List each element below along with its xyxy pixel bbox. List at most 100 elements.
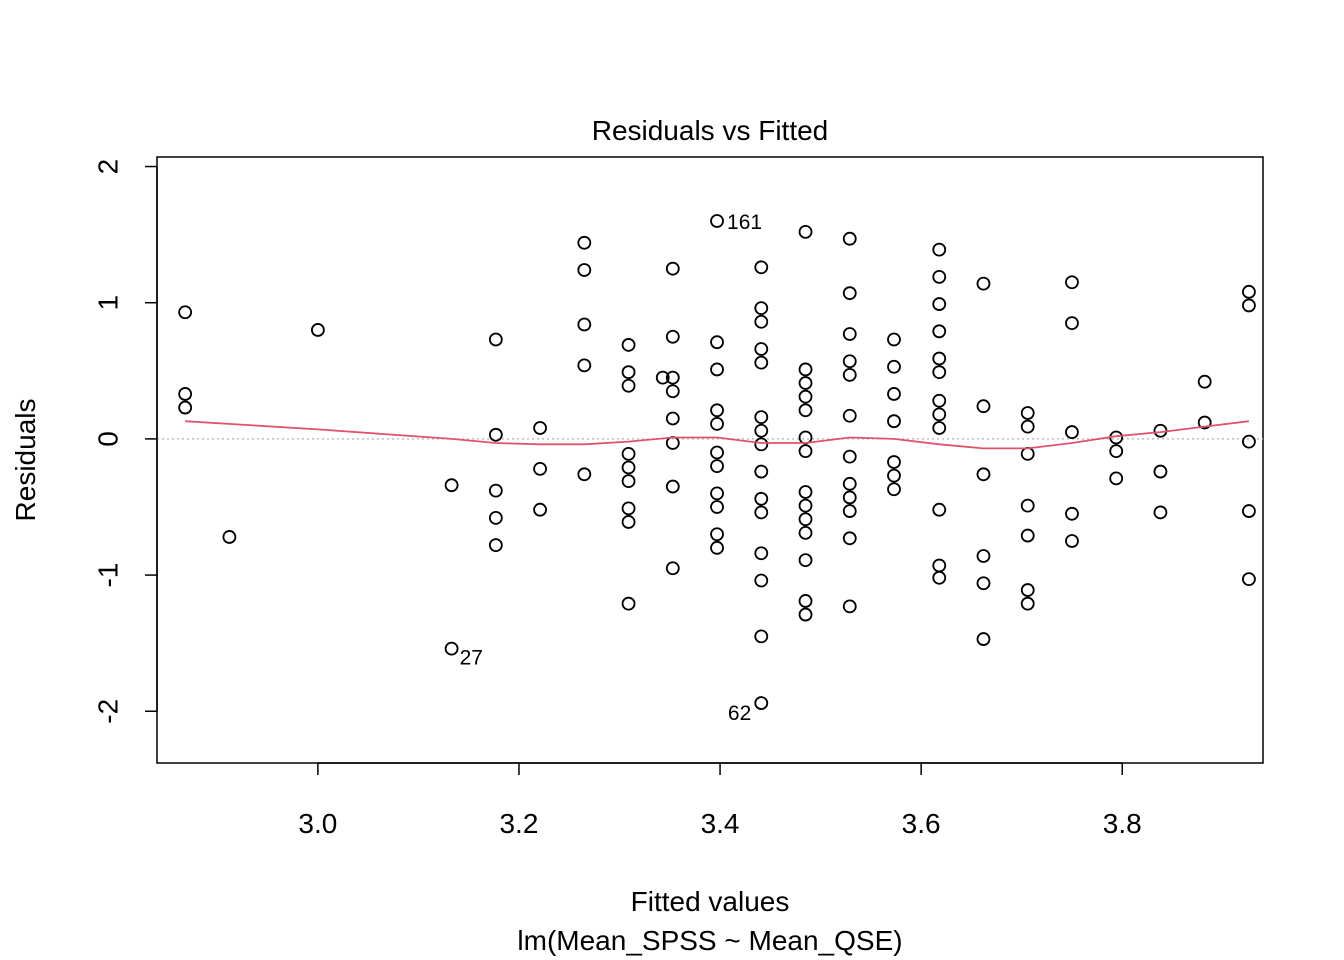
point-label: 27 [460,647,483,670]
data-point [577,317,592,332]
data-point [842,449,857,464]
data-point [754,573,769,588]
y-tick-label: -1 [93,563,124,588]
data-point [1065,534,1079,548]
data-point [842,531,857,546]
data-point [178,400,193,415]
data-point [932,421,947,435]
data-point [754,423,769,438]
data-point [754,355,769,370]
data-point [798,389,813,404]
data-point [1065,316,1079,331]
data-point [1020,498,1035,513]
data-point [1153,464,1168,479]
data-point [798,553,813,567]
data-point [1197,415,1212,430]
data-point [1020,406,1035,420]
data-point [754,629,769,644]
data-point [798,594,813,608]
data-point [665,479,680,494]
data-point [754,314,769,329]
data-point [621,515,636,529]
data-point [932,570,947,585]
data-point [842,354,857,369]
data-point [842,367,857,382]
data-point [754,301,769,316]
data-point [1065,425,1079,439]
data-point [798,224,813,239]
data-point [533,421,547,435]
plot-frame [156,156,1264,764]
data-point [710,362,724,377]
data-point [710,540,724,555]
data-point [1242,572,1256,587]
data-point [444,641,459,656]
data-point [887,455,901,469]
data-point [798,362,813,377]
data-point [754,491,769,506]
data-point [1109,471,1124,486]
y-tick-label: 2 [93,159,124,175]
data-point [887,387,901,401]
data-point [887,332,901,347]
data-point [1153,505,1168,520]
data-point [577,358,592,373]
data-point [710,445,724,460]
data-point [842,599,857,614]
data-point [932,269,947,284]
data-point [798,444,813,459]
data-point [710,459,724,474]
data-point [887,468,901,483]
data-point [754,696,769,710]
model-formula-subtitle: lm(Mean_SPSS ~ Mean_QSE) [517,925,902,956]
data-point [655,370,670,385]
data-point [621,378,636,393]
data-point [798,485,813,499]
data-point [444,478,459,493]
data-point [842,408,857,423]
data-point [798,525,813,540]
data-point [754,505,769,520]
data-point [932,351,947,366]
x-tick-label: 3.2 [499,808,538,839]
data-point [754,342,769,356]
data-point [1020,528,1035,543]
data-point [178,305,193,320]
data-point [932,502,947,517]
data-point [621,474,636,489]
data-point [665,411,680,426]
data-point [754,410,769,425]
data-point [665,261,680,276]
data-point [1065,275,1079,290]
data-point [488,538,503,553]
data-point [710,403,724,418]
data-point [798,376,813,390]
smooth-trend-line [185,420,1250,450]
data-point [621,596,636,611]
data-point [1242,434,1256,449]
point-labels: 161 27 62 [460,211,762,725]
data-point [621,501,636,516]
data-point [798,512,813,527]
data-point [665,384,680,399]
data-point [1242,298,1256,313]
data-point [842,504,857,518]
data-point [577,467,592,482]
data-point [976,467,991,482]
data-point [710,500,724,514]
data-point [621,460,636,475]
data-point [932,407,947,422]
data-points [178,214,1256,710]
data-point [533,461,547,476]
data-point [798,607,813,622]
data-point [976,549,991,563]
data-point [887,359,901,374]
y-tick-label: 0 [93,431,124,447]
chart-title: Residuals vs Fitted [592,115,829,146]
x-tick-label: 3.6 [902,808,941,839]
data-point [1242,284,1256,299]
data-point [488,427,503,442]
data-point [754,464,769,479]
point-label: 62 [728,702,751,725]
data-point [310,323,325,337]
